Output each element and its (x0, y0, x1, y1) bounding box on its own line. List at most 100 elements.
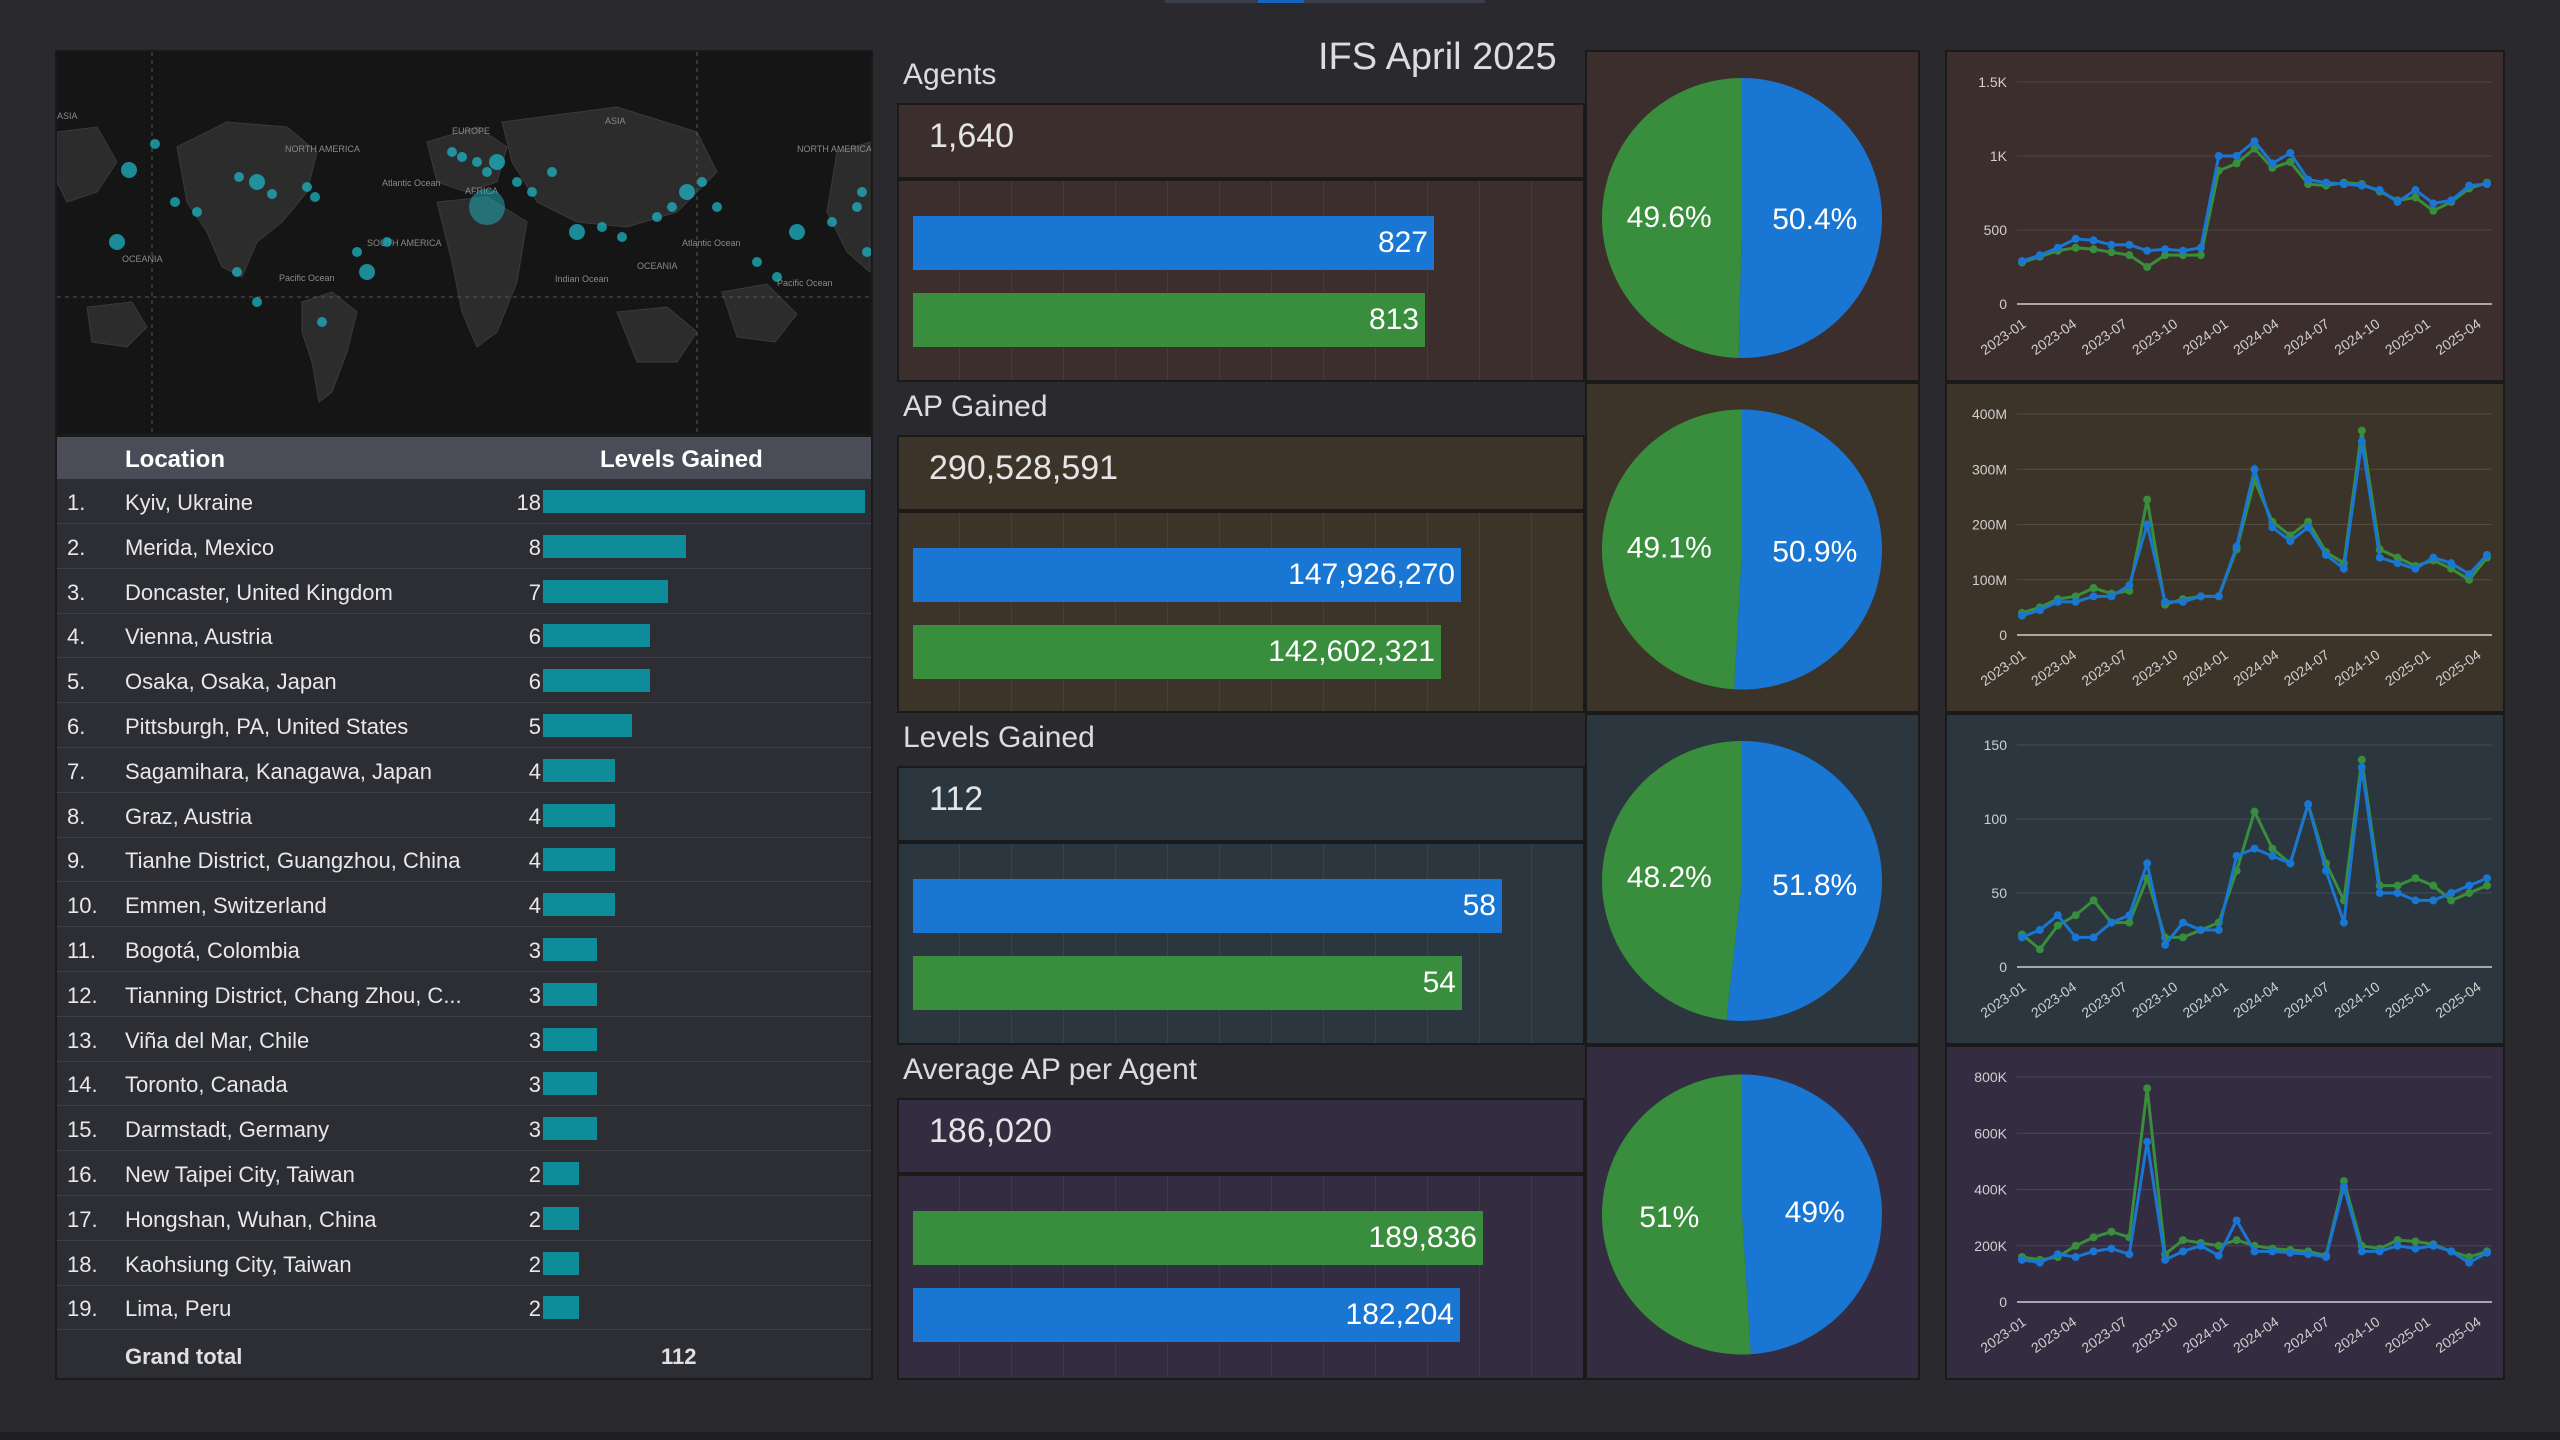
table-row[interactable]: 1. Kyiv, Ukraine 18 (57, 479, 871, 524)
line-point[interactable] (2143, 1084, 2152, 1093)
line-point[interactable] (2411, 1237, 2420, 1246)
map-marker[interactable] (317, 317, 327, 327)
line-point[interactable] (2483, 550, 2491, 559)
line-point[interactable] (2107, 1244, 2116, 1253)
map-marker[interactable] (712, 202, 722, 212)
line-point[interactable] (2393, 881, 2402, 890)
line-point[interactable] (2035, 945, 2044, 954)
line-point[interactable] (2089, 236, 2098, 245)
line-point[interactable] (2214, 1251, 2223, 1260)
section-pie-chart[interactable]: 50.9% 49.1% (1585, 382, 1920, 713)
line-point[interactable] (2125, 240, 2134, 249)
line-point[interactable] (2107, 240, 2116, 249)
line-point[interactable] (2250, 137, 2259, 146)
line-point[interactable] (2447, 1247, 2456, 1256)
line-point[interactable] (2375, 553, 2384, 562)
map-marker[interactable] (752, 257, 762, 267)
line-point[interactable] (2161, 1255, 2170, 1264)
line-point[interactable] (2375, 889, 2384, 897)
table-row[interactable]: 16. New Taipei City, Taiwan 2 (57, 1151, 871, 1196)
table-row[interactable]: 6. Pittsburgh, PA, United States 5 (57, 703, 871, 748)
line-point[interactable] (2053, 243, 2062, 252)
line-point[interactable] (2357, 181, 2366, 190)
line-point[interactable] (2196, 1241, 2205, 1250)
line-point[interactable] (2411, 186, 2420, 195)
map-marker[interactable] (457, 152, 467, 162)
line-point[interactable] (2393, 1241, 2402, 1250)
line-point[interactable] (2214, 1241, 2223, 1250)
line-point[interactable] (2125, 1250, 2134, 1259)
map-marker[interactable] (852, 202, 862, 212)
map-marker[interactable] (547, 167, 557, 177)
line-point[interactable] (2178, 918, 2187, 927)
line-point[interactable] (2214, 152, 2223, 160)
line-point[interactable] (2178, 246, 2187, 255)
line-point[interactable] (2268, 844, 2277, 853)
horizontal-bar-green[interactable]: 813 (913, 293, 1425, 347)
section-pie-chart[interactable]: 50.4% 49.6% (1585, 50, 1920, 382)
line-point[interactable] (2357, 426, 2366, 435)
line-point[interactable] (2339, 918, 2348, 927)
map-marker[interactable] (249, 174, 265, 190)
pie-slice-green[interactable] (1602, 78, 1742, 358)
line-point[interactable] (2089, 592, 2098, 601)
line-point[interactable] (2250, 807, 2259, 816)
line-point[interactable] (2178, 1236, 2187, 1245)
line-point[interactable] (2053, 597, 2062, 606)
line-point[interactable] (2483, 180, 2491, 189)
table-row[interactable]: 10. Emmen, Switzerland 4 (57, 882, 871, 928)
line-point[interactable] (2125, 918, 2134, 927)
map-marker-large[interactable] (469, 189, 505, 225)
map-marker[interactable] (252, 297, 262, 307)
line-point[interactable] (2447, 896, 2456, 905)
pie-slice-green[interactable] (1602, 1074, 1751, 1355)
map-marker[interactable] (857, 187, 867, 197)
line-point[interactable] (2393, 553, 2402, 562)
line-point[interactable] (2035, 606, 2044, 615)
line-point[interactable] (2304, 175, 2313, 184)
line-point[interactable] (2107, 1227, 2116, 1236)
map-marker[interactable] (772, 272, 782, 282)
line-point[interactable] (2375, 186, 2384, 195)
map-marker[interactable] (150, 139, 160, 149)
line-point[interactable] (2429, 199, 2438, 208)
line-point[interactable] (2071, 597, 2080, 606)
line-point[interactable] (2483, 874, 2491, 883)
table-row[interactable]: 9. Tianhe District, Guangzhou, China 4 (57, 837, 871, 883)
map-marker[interactable] (597, 222, 607, 232)
line-point[interactable] (2035, 1258, 2044, 1267)
line-point[interactable] (2018, 257, 2026, 266)
line-point[interactable] (2411, 896, 2420, 905)
map-marker[interactable] (527, 187, 537, 197)
map-marker[interactable] (489, 154, 505, 170)
section-pie-chart[interactable]: 51.8% 48.2% (1585, 713, 1920, 1045)
line-point[interactable] (2393, 559, 2402, 568)
map-marker[interactable] (310, 192, 320, 202)
line-point[interactable] (2429, 896, 2438, 905)
map-marker[interactable] (827, 217, 837, 227)
line-point[interactable] (2125, 911, 2134, 920)
map-marker[interactable] (170, 197, 180, 207)
line-point[interactable] (2125, 581, 2134, 590)
line-point[interactable] (2107, 592, 2116, 601)
line-point[interactable] (2232, 1216, 2241, 1225)
line-point[interactable] (2322, 550, 2331, 559)
line-point[interactable] (2286, 859, 2295, 868)
line-point[interactable] (2089, 245, 2098, 254)
line-point[interactable] (2232, 152, 2241, 160)
pie-slice-blue[interactable] (1738, 78, 1883, 358)
line-point[interactable] (2339, 180, 2348, 189)
map-marker[interactable] (652, 212, 662, 222)
section-line-chart[interactable]: 0 500 1K 1.5K 2023-01 2023-04 2023-07 2023-10 20… (1945, 50, 2505, 382)
pie-slice-green[interactable] (1602, 741, 1742, 1021)
line-point[interactable] (2429, 206, 2438, 215)
line-point[interactable] (2161, 251, 2170, 260)
line-point[interactable] (2143, 520, 2152, 529)
line-point[interactable] (2411, 193, 2420, 202)
map-marker[interactable] (382, 237, 392, 247)
table-row[interactable]: 14. Toronto, Canada 3 (57, 1061, 871, 1107)
map-marker[interactable] (617, 232, 627, 242)
line-point[interactable] (2357, 437, 2366, 446)
line-point[interactable] (2232, 159, 2241, 168)
map-marker[interactable] (267, 189, 277, 199)
